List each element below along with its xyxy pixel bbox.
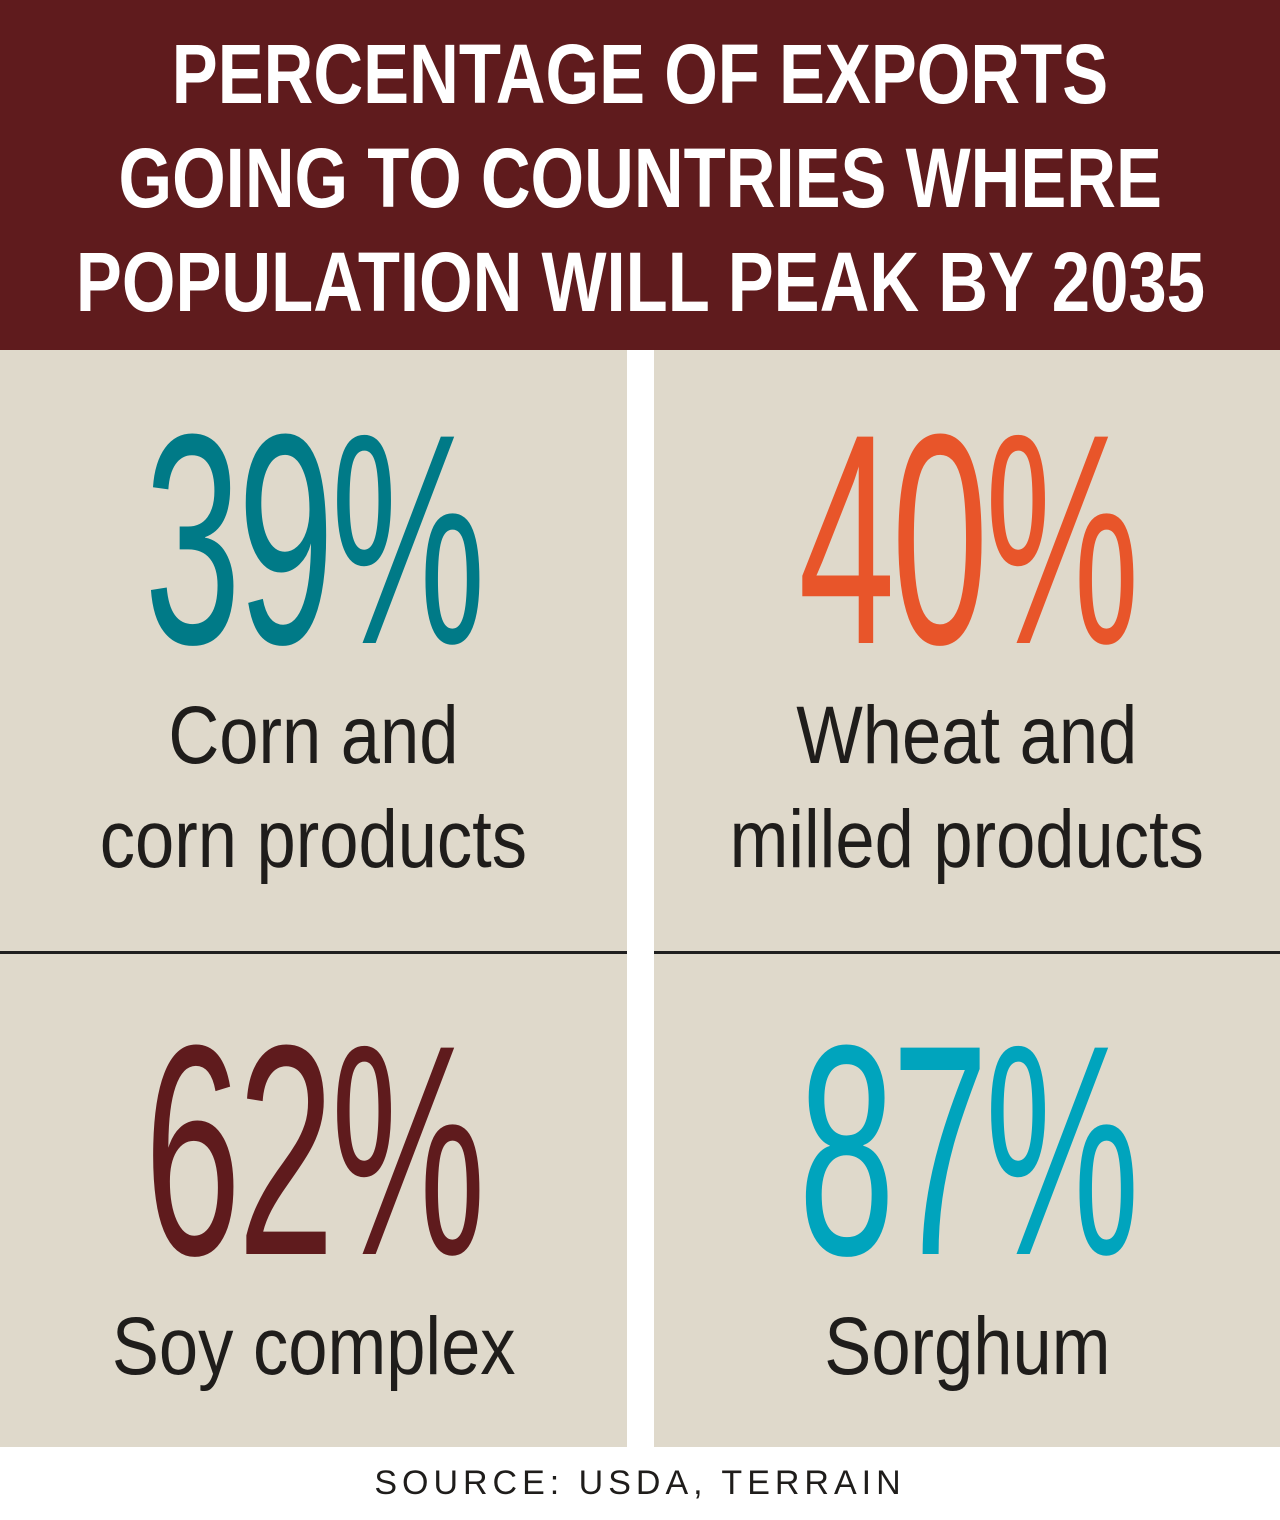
- stat-panel-sorghum: 87% Sorghum: [654, 953, 1280, 1447]
- stat-panel-corn: 39% Corn and corn products: [0, 350, 627, 953]
- stat-label-soy: Soy complex: [112, 1295, 516, 1399]
- stat-value-sorghum: 87%: [798, 982, 1139, 1318]
- stat-label-wheat-line-1: Wheat and: [796, 690, 1138, 781]
- title-line-3: POPULATION WILL PEAK BY 2035: [75, 235, 1205, 329]
- title-banner: PERCENTAGE OF EXPORTS GOING TO COUNTRIES…: [0, 0, 1280, 350]
- stat-label-corn: Corn and corn products: [100, 684, 527, 892]
- stat-value-corn: 39%: [144, 371, 486, 707]
- divider-right: [654, 951, 1280, 954]
- stat-label-corn-line-1: Corn and: [168, 690, 459, 781]
- source-note: SOURCE: USDA, TERRAIN: [374, 1464, 906, 1502]
- stat-label-sorghum: Sorghum: [824, 1295, 1110, 1399]
- stat-panel-wheat: 40% Wheat and milled products: [654, 350, 1280, 953]
- stat-label-wheat-line-2: milled products: [729, 794, 1205, 885]
- stat-value-soy: 62%: [144, 982, 486, 1318]
- stats-grid: 39% Corn and corn products 40% Wheat and…: [0, 350, 1280, 1447]
- stat-label-sorghum-line-1: Sorghum: [823, 1301, 1111, 1392]
- stat-label-soy-line-1: Soy complex: [111, 1301, 516, 1392]
- title-line-2: GOING TO COUNTRIES WHERE: [118, 131, 1162, 225]
- stat-label-corn-line-2: corn products: [99, 794, 528, 885]
- stat-panel-soy: 62% Soy complex: [0, 953, 627, 1447]
- divider-left: [0, 951, 627, 954]
- stat-value-wheat: 40%: [798, 371, 1139, 707]
- title-line-1: PERCENTAGE OF EXPORTS: [171, 27, 1109, 121]
- stat-label-wheat: Wheat and milled products: [730, 684, 1204, 892]
